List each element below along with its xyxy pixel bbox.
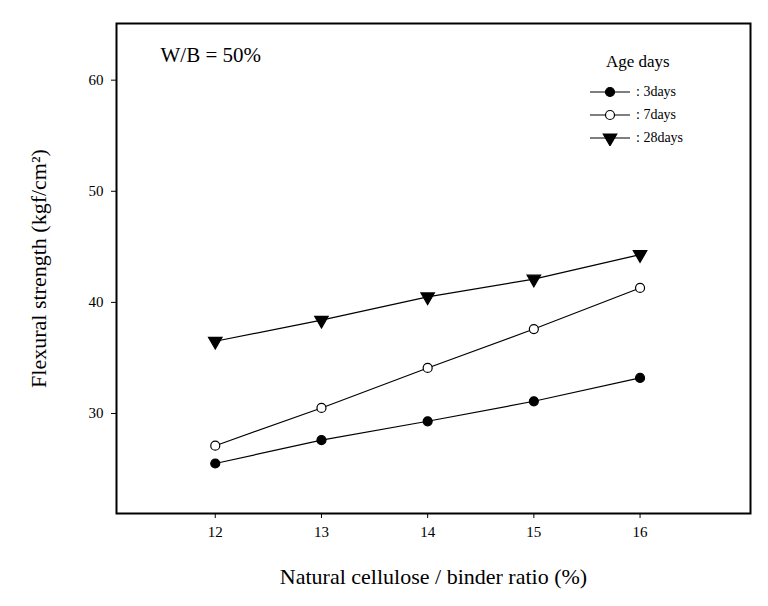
svg-text:13: 13 bbox=[314, 524, 329, 540]
svg-text:30: 30 bbox=[89, 405, 104, 421]
html-text:: 3days: : 3days bbox=[636, 83, 677, 99]
html-text:: 7days: : 7days bbox=[636, 106, 677, 122]
svg-text:14: 14 bbox=[420, 524, 436, 540]
svg-text:12: 12 bbox=[208, 524, 223, 540]
html-text:: 28days: : 28days bbox=[636, 129, 684, 145]
svg-text:60: 60 bbox=[89, 72, 104, 88]
svg-text:Flexural strength (kgf/cm²): Flexural strength (kgf/cm²) bbox=[26, 149, 51, 388]
html-text:Age days: Age days bbox=[606, 52, 670, 71]
svg-text:50: 50 bbox=[89, 183, 104, 199]
svg-text:16: 16 bbox=[633, 524, 649, 540]
svg-text:Natural cellulose / binder rat: Natural cellulose / binder ratio (%) bbox=[280, 564, 587, 589]
svg-text:W/B = 50%: W/B = 50% bbox=[161, 43, 262, 67]
svg-text:15: 15 bbox=[526, 524, 541, 540]
svg-text:40: 40 bbox=[89, 294, 104, 310]
